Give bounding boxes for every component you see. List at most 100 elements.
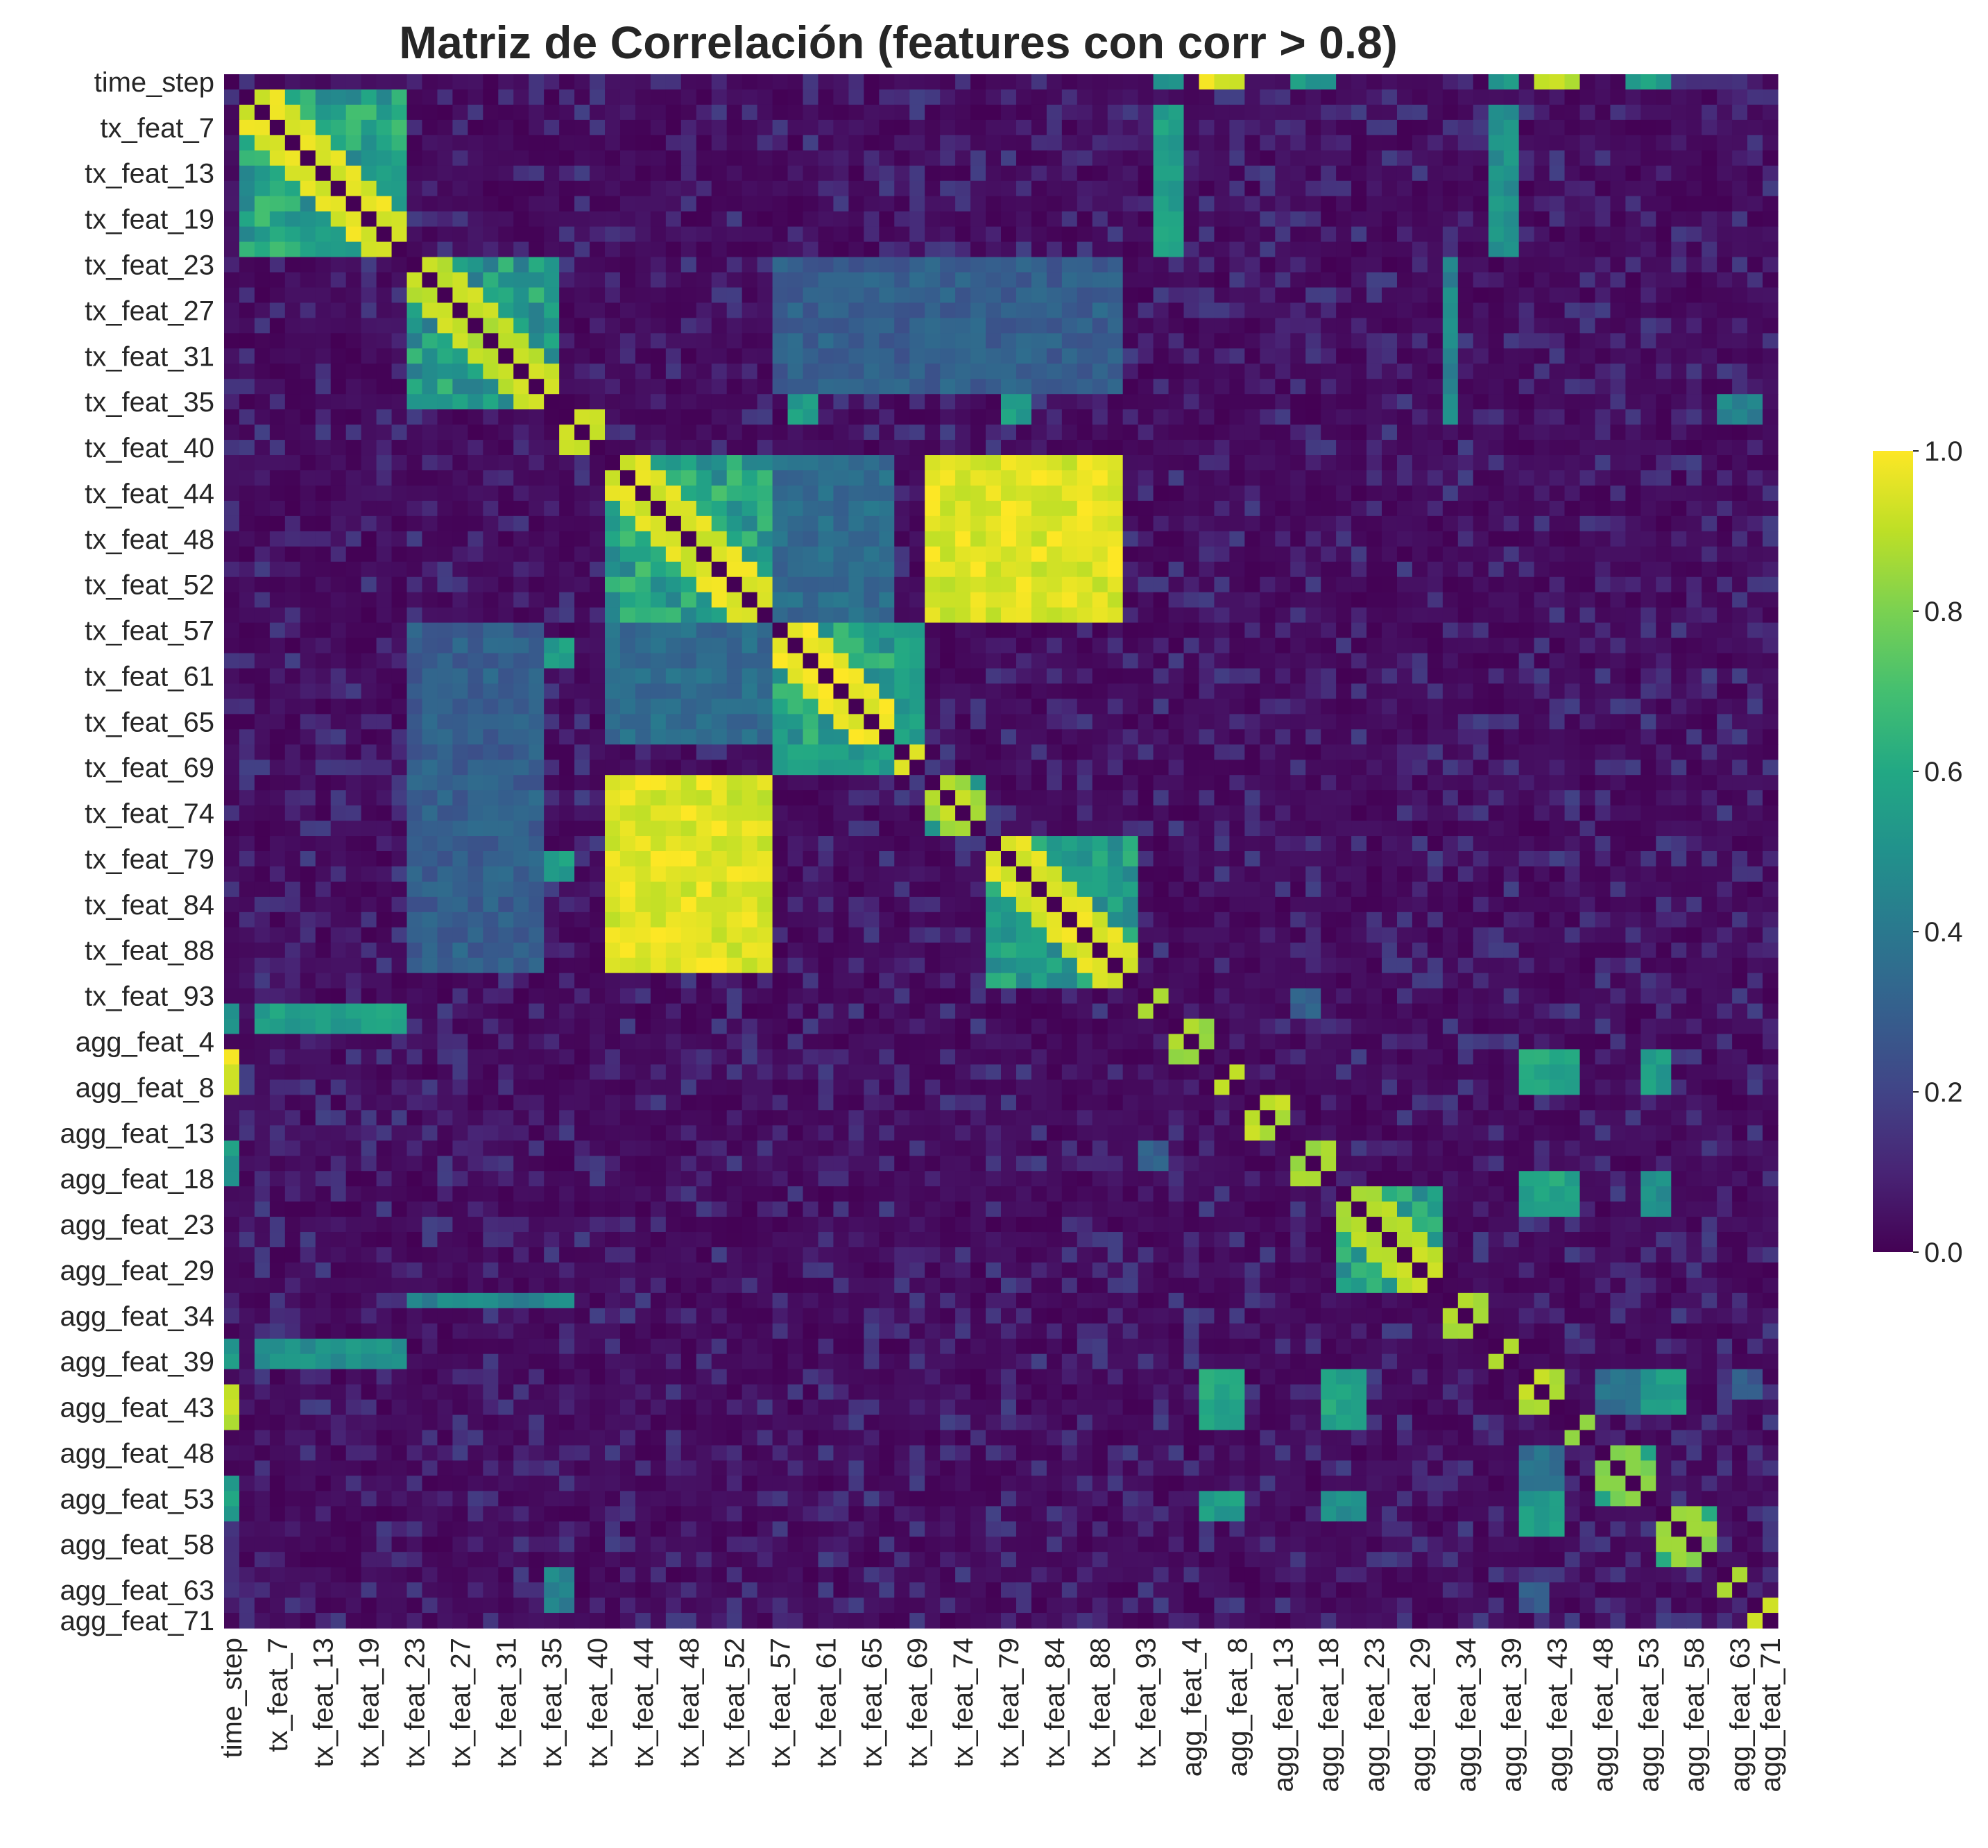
heatmap-cell (970, 775, 986, 791)
heatmap-cell (1763, 409, 1779, 425)
heatmap-cell (1549, 226, 1566, 243)
heatmap-cell (1153, 89, 1169, 105)
heatmap-cell (711, 607, 728, 624)
heatmap-cell (590, 744, 606, 760)
heatmap-cell (1702, 302, 1717, 318)
heatmap-cell (239, 638, 255, 654)
heatmap-cell (1763, 699, 1779, 715)
heatmap-cell (635, 150, 651, 166)
heatmap-cell (818, 226, 834, 243)
heatmap-cell (284, 576, 301, 593)
heatmap-cell (1290, 790, 1306, 806)
heatmap-cell (239, 394, 255, 410)
heatmap-cell (1671, 470, 1687, 486)
heatmap-cell (239, 729, 255, 745)
heatmap-cell (1640, 150, 1656, 166)
heatmap-cell (513, 592, 529, 608)
heatmap-cell (665, 790, 682, 806)
heatmap-cell (498, 440, 514, 456)
heatmap-cell (1244, 470, 1260, 486)
heatmap-cell (1107, 348, 1124, 364)
heatmap-cell (1503, 333, 1520, 349)
heatmap-cell (848, 226, 864, 243)
heatmap-cell (864, 515, 880, 532)
heatmap-cell (406, 744, 423, 760)
heatmap-cell (498, 500, 514, 517)
heatmap-cell (940, 485, 956, 502)
heatmap-cell (239, 363, 255, 379)
heatmap-cell (1046, 394, 1063, 410)
heatmap-cell (437, 394, 454, 410)
heatmap-cell (1382, 104, 1398, 121)
heatmap-cell (574, 440, 590, 456)
heatmap-cell (1442, 790, 1459, 806)
heatmap-cell (970, 89, 986, 105)
heatmap-cell (955, 561, 971, 578)
heatmap-cell (224, 394, 240, 410)
heatmap-cell (1671, 500, 1687, 517)
heatmap-cell (376, 302, 393, 318)
heatmap-cell (269, 485, 286, 502)
heatmap-cell (711, 714, 728, 730)
heatmap-cell (1595, 302, 1611, 318)
heatmap-cell (1305, 363, 1321, 379)
heatmap-cell (254, 425, 271, 440)
heatmap-cell (726, 561, 743, 578)
heatmap-cell (940, 394, 956, 410)
heatmap-cell (1336, 576, 1352, 593)
heatmap-cell (635, 287, 651, 304)
heatmap-cell (376, 241, 393, 258)
heatmap-cell (818, 744, 834, 760)
heatmap-cell (376, 455, 393, 471)
heatmap-cell (635, 226, 651, 243)
heatmap-cell (635, 379, 651, 395)
heatmap-cell (848, 211, 864, 228)
heatmap-cell (696, 455, 712, 471)
heatmap-cell (1351, 790, 1367, 806)
heatmap-cell (665, 546, 682, 563)
heatmap-cell (772, 89, 789, 105)
heatmap-cell (605, 318, 621, 334)
heatmap-cell (635, 760, 651, 776)
heatmap-cell (772, 287, 789, 304)
heatmap-cell (1321, 165, 1337, 182)
heatmap-cell (1366, 135, 1382, 151)
heatmap-cell (590, 425, 606, 440)
heatmap-cell (544, 119, 560, 136)
heatmap-cell (1122, 135, 1139, 151)
heatmap-cell (711, 592, 728, 608)
heatmap-cell (757, 622, 773, 639)
heatmap-cell (955, 653, 971, 669)
heatmap-cell (696, 241, 712, 258)
heatmap-cell (619, 561, 636, 578)
heatmap-cell (284, 104, 301, 121)
heatmap-cell (864, 394, 880, 410)
heatmap-cell (955, 805, 971, 821)
heatmap-cell (1732, 196, 1748, 212)
heatmap-cell (1183, 318, 1200, 334)
heatmap-cell (1518, 638, 1535, 654)
heatmap-cell (1183, 546, 1200, 563)
heatmap-cell (1122, 257, 1139, 273)
heatmap-cell (864, 699, 880, 715)
heatmap-cell (1001, 196, 1017, 212)
heatmap-cell (1305, 546, 1321, 563)
heatmap-cell (1199, 699, 1215, 715)
heatmap-cell (833, 546, 849, 563)
heatmap-cell (483, 515, 499, 532)
heatmap-cell (619, 241, 636, 258)
heatmap-cell (1732, 531, 1748, 547)
heatmap-cell (1016, 425, 1032, 440)
heatmap-cell (1457, 775, 1474, 791)
heatmap-cell (1396, 485, 1413, 502)
heatmap-cell (361, 272, 377, 289)
heatmap-cell (879, 363, 895, 379)
heatmap-cell (894, 348, 910, 364)
heatmap-cell (1564, 287, 1581, 304)
heatmap-cell (1412, 576, 1428, 593)
heatmap-cell (1656, 455, 1672, 471)
heatmap-cell (1183, 89, 1200, 105)
heatmap-cell (818, 653, 834, 669)
heatmap-cell (864, 241, 880, 258)
heatmap-cell (726, 714, 743, 730)
